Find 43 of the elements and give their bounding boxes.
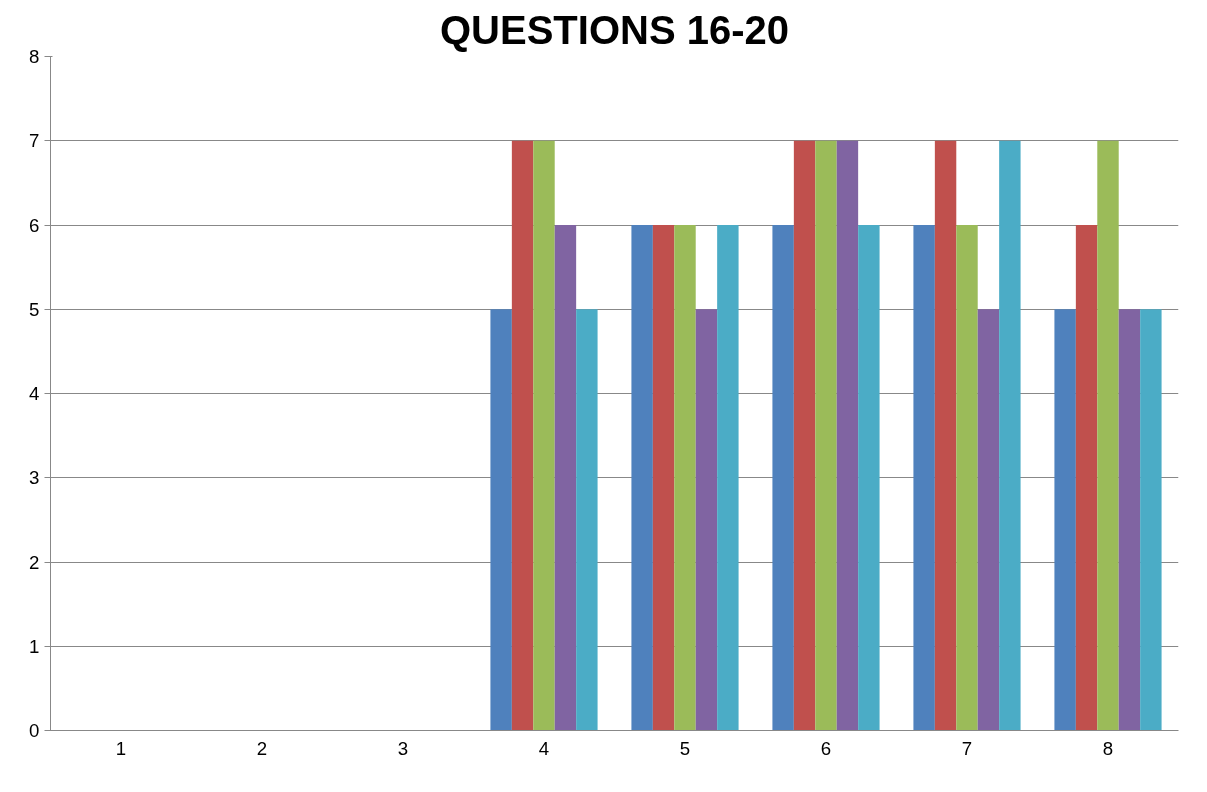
bar: [490, 309, 512, 731]
y-tick-label: 0: [29, 720, 40, 741]
bar: [652, 225, 675, 731]
bar: [631, 225, 653, 731]
x-tick-label: 2: [256, 737, 268, 759]
bar: [956, 225, 978, 731]
bar: [977, 309, 1000, 731]
y-tick-label: 3: [29, 467, 40, 489]
x-tick-label: 4: [538, 737, 550, 759]
y-tick-label: 1: [29, 635, 40, 657]
bar: [1118, 309, 1141, 731]
x-tick-label: 5: [679, 737, 691, 759]
bar: [554, 225, 577, 731]
bar: [934, 140, 957, 731]
bar: [1097, 140, 1119, 731]
y-tick-label: 2: [29, 551, 40, 573]
bar: [1075, 225, 1098, 731]
x-tick-label: 3: [397, 737, 409, 759]
x-tick-label: 8: [1102, 737, 1114, 759]
bar: [717, 225, 739, 731]
y-tick-label: 5: [29, 298, 40, 320]
bar: [999, 140, 1021, 731]
bar: [576, 309, 598, 731]
bar: [1054, 309, 1076, 731]
y-tick-label: 7: [29, 130, 40, 152]
bar: [674, 225, 696, 731]
bar: [858, 225, 880, 731]
y-tick-label: 6: [29, 214, 40, 236]
bar: [913, 225, 935, 731]
chart-title: QUESTIONS 16-20: [440, 7, 790, 52]
bar: [793, 140, 816, 731]
y-tick-label: 4: [29, 383, 40, 404]
x-tick-label: 1: [115, 737, 127, 759]
bar: [772, 225, 794, 731]
bar: [511, 140, 534, 731]
bar: [836, 140, 859, 731]
bar: [815, 140, 837, 731]
x-tick-label: 6: [820, 737, 832, 759]
x-tick-label: 7: [961, 737, 973, 759]
y-tick-label: 8: [29, 46, 40, 67]
bar: [695, 309, 718, 731]
bar: [1140, 309, 1162, 731]
bar: [533, 140, 555, 731]
